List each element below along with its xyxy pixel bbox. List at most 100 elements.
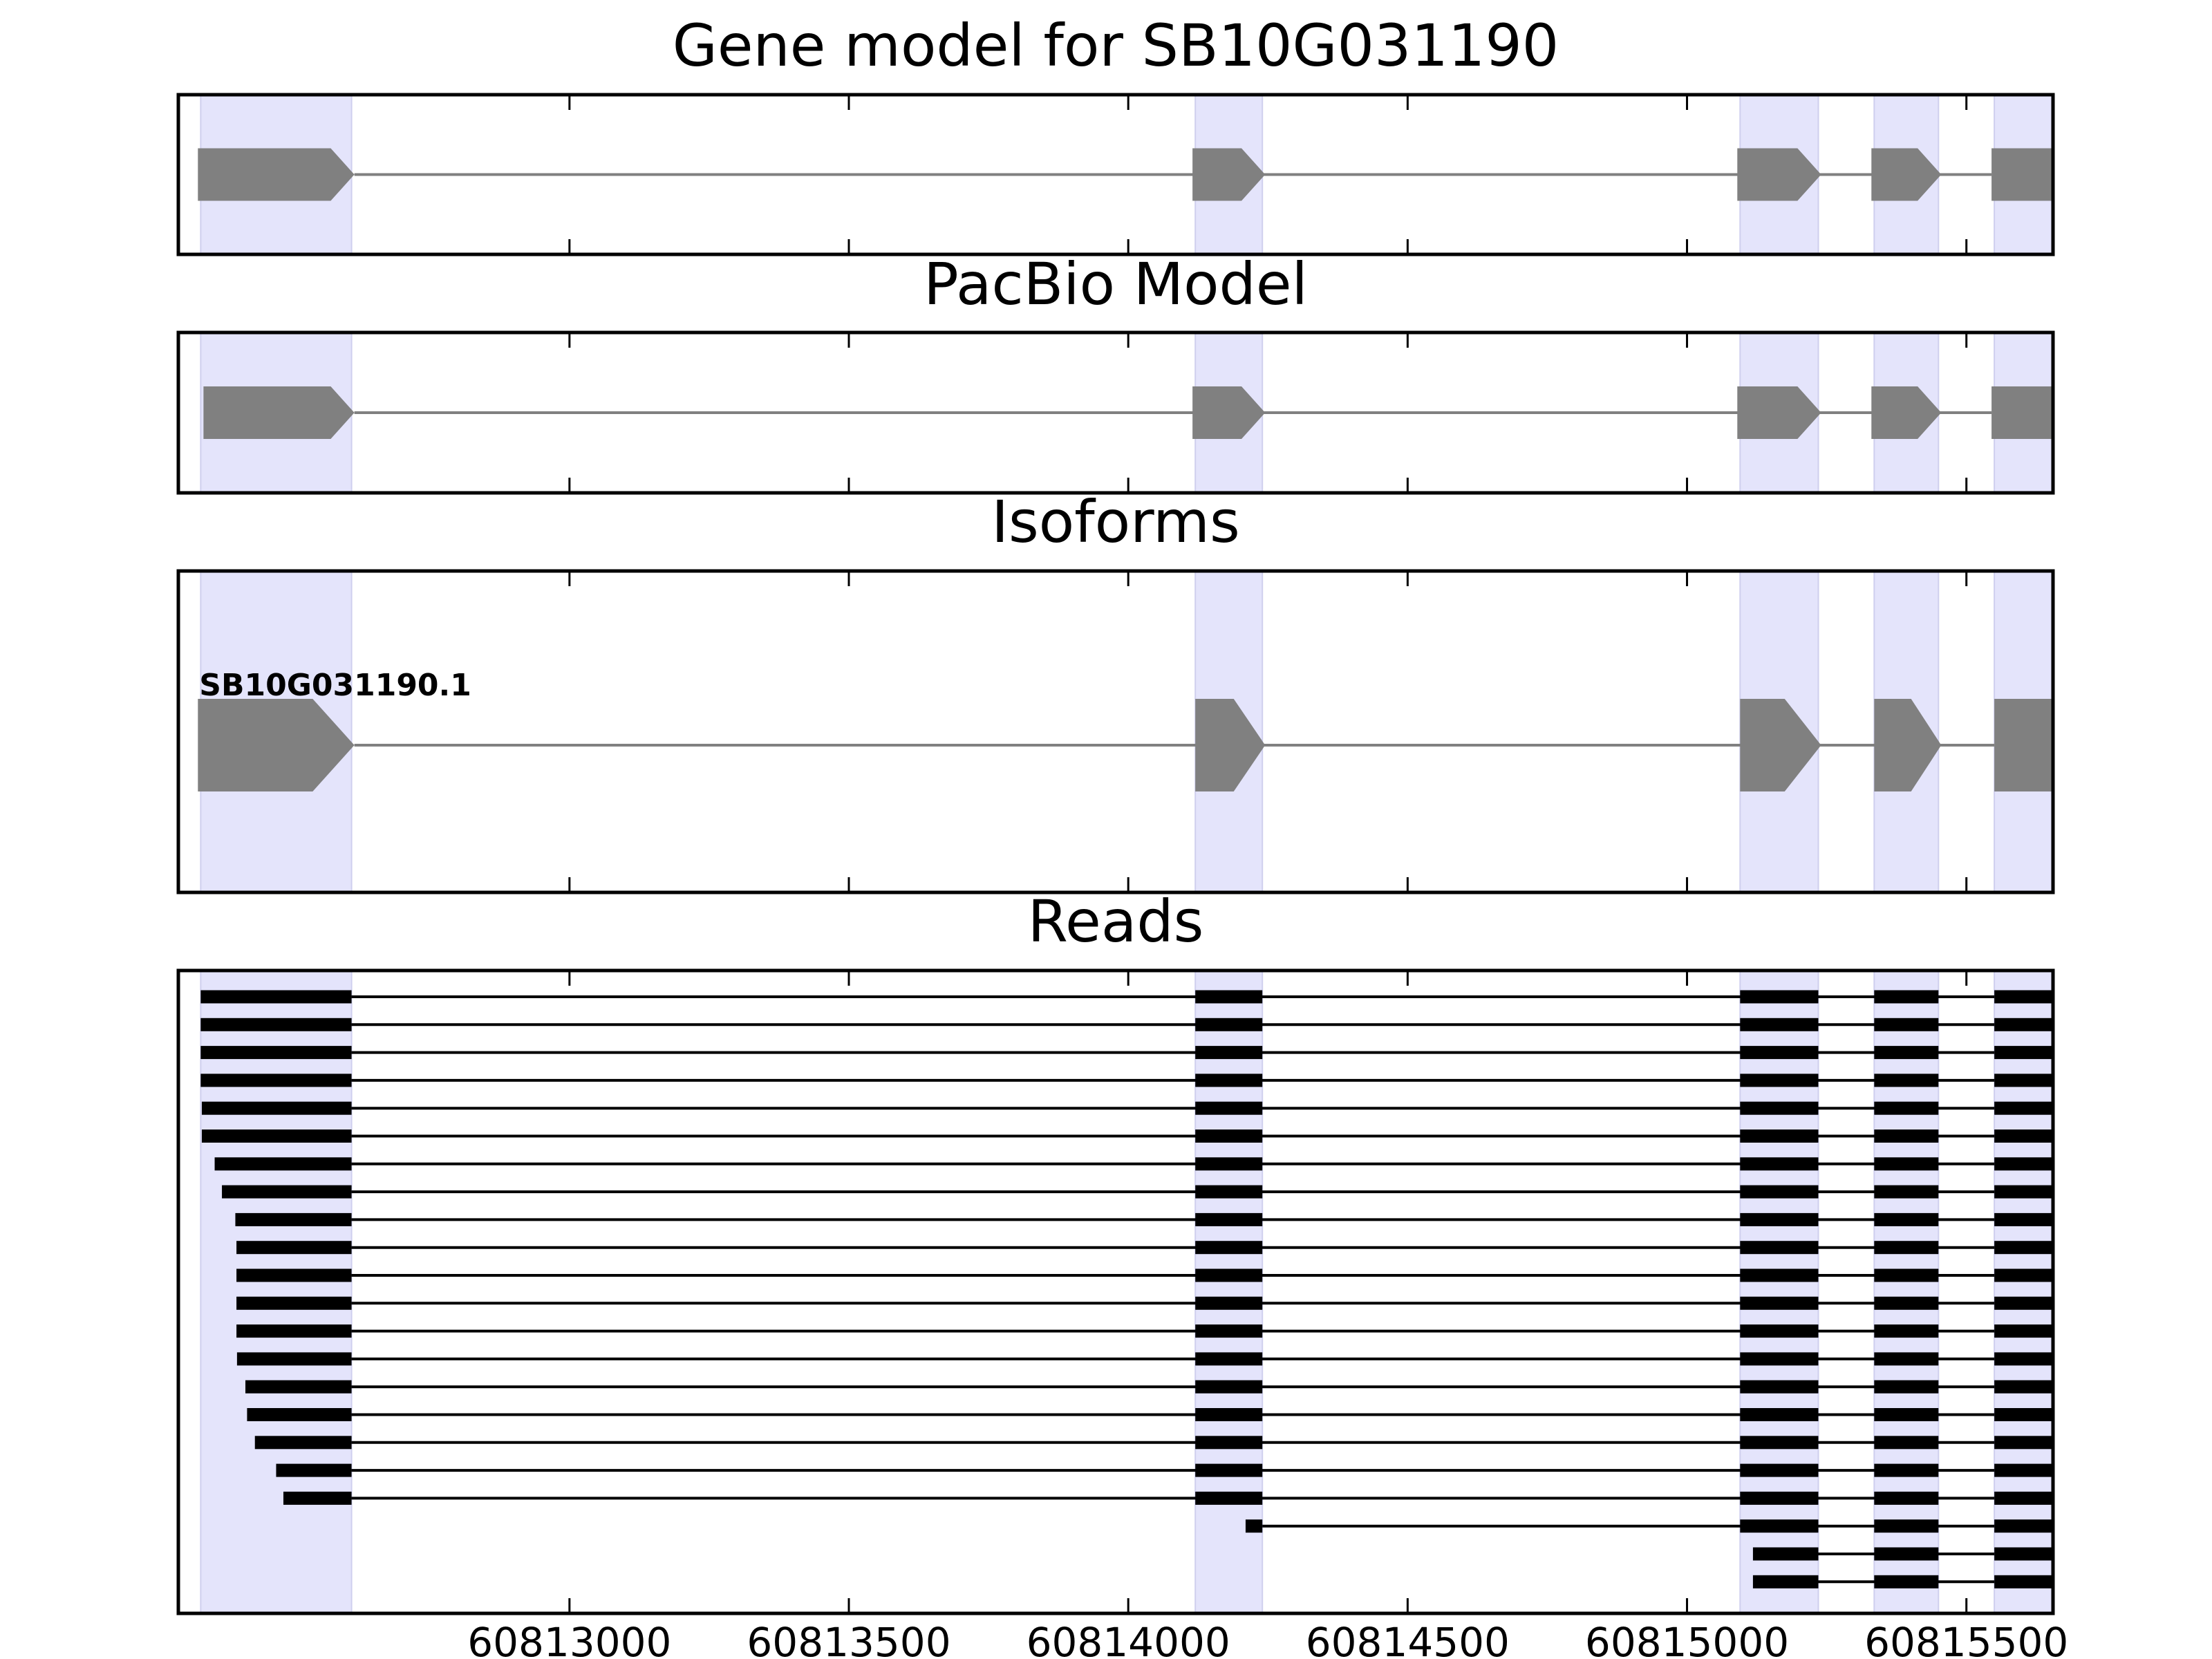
read-block <box>1752 1547 1819 1561</box>
read-block <box>1994 1101 2053 1115</box>
read-block <box>201 1101 352 1115</box>
read-alignment <box>1752 1575 2053 1588</box>
panel-frame <box>176 330 2055 495</box>
read-block <box>1994 1268 2053 1282</box>
read-block <box>1874 1575 1939 1588</box>
read-block <box>1874 1436 1939 1450</box>
read-block <box>1874 990 1939 1004</box>
read-block <box>1994 1324 2053 1338</box>
read-alignment <box>214 1157 2053 1171</box>
read-alignment <box>236 1352 2053 1366</box>
read-block <box>1874 1463 1939 1477</box>
read-block <box>1740 1046 1819 1060</box>
read-block <box>200 990 352 1004</box>
read-block <box>1874 1212 1939 1226</box>
read-alignment <box>276 1463 2053 1477</box>
read-block <box>1740 1296 1819 1310</box>
read-block <box>1195 1212 1263 1226</box>
read-block <box>1740 1157 1819 1171</box>
read-alignment <box>200 1074 2053 1087</box>
read-block <box>1994 1352 2053 1366</box>
read-block <box>1874 1380 1939 1394</box>
read-block <box>1740 1463 1819 1477</box>
read-block <box>1740 1268 1819 1282</box>
read-block <box>1994 1519 2053 1533</box>
panel-title: PacBio Model <box>924 250 1308 318</box>
read-block <box>1740 1130 1819 1143</box>
panel-title: Gene model for SB10G031190 <box>673 12 1559 79</box>
isoforms-panel: SB10G031190.1 Isoforms <box>176 488 2055 894</box>
exon-arrow <box>203 386 355 439</box>
exon-highlight <box>1873 971 1940 1613</box>
exon-arrow <box>1192 386 1266 439</box>
read-block <box>201 1130 352 1143</box>
exon-arrow <box>1994 699 2053 791</box>
read-block <box>1740 1380 1819 1394</box>
exon-highlight <box>1994 971 2053 1613</box>
read-block <box>1994 1241 2053 1255</box>
read-block <box>1994 1046 2053 1060</box>
read-block <box>236 1296 352 1310</box>
read-block <box>236 1324 352 1338</box>
read-block <box>1994 1436 2053 1450</box>
read-block <box>235 1212 352 1226</box>
read-block <box>1994 1185 2053 1199</box>
read-block <box>236 1352 352 1366</box>
read-block <box>1195 1408 1263 1421</box>
read-block <box>1195 1491 1263 1505</box>
x-tick-label: 60815500 <box>1864 1619 2068 1659</box>
read-block <box>1740 1241 1819 1255</box>
read-block <box>245 1380 352 1394</box>
read-block <box>1874 1185 1939 1199</box>
panel-frame <box>176 569 2055 894</box>
read-block <box>1994 990 2053 1004</box>
read-block <box>236 1241 352 1255</box>
read-block <box>1994 1212 2053 1226</box>
read-alignment <box>200 990 2053 1004</box>
read-alignment <box>236 1324 2053 1338</box>
exon-arrow <box>1740 699 1821 791</box>
read-block <box>1195 1157 1263 1171</box>
read-block <box>1740 1436 1819 1450</box>
read-block <box>1740 1018 1819 1031</box>
read-alignment <box>222 1185 2053 1199</box>
read-block <box>1752 1575 1819 1588</box>
read-block <box>1195 990 1263 1004</box>
read-alignment <box>236 1268 2053 1282</box>
read-block <box>1195 1101 1263 1115</box>
exon-arrow <box>1871 386 1942 439</box>
read-alignment <box>245 1380 2053 1394</box>
read-block <box>1195 1324 1263 1338</box>
exon-arrow <box>198 148 355 201</box>
read-block <box>200 1074 352 1087</box>
read-block <box>214 1157 352 1171</box>
read-block <box>1245 1519 1263 1533</box>
read-alignment <box>201 1130 2053 1143</box>
read-block <box>1195 1352 1263 1366</box>
read-block <box>1874 1547 1939 1561</box>
pacbio-model-panel: PacBio Model <box>176 250 2055 495</box>
read-block <box>1740 1519 1819 1533</box>
x-tick-label: 60814500 <box>1306 1619 1510 1659</box>
read-block <box>1994 1575 2053 1588</box>
read-alignment <box>254 1436 2053 1450</box>
read-block <box>1994 1130 2053 1143</box>
x-tick-label: 60815000 <box>1585 1619 1789 1659</box>
read-block <box>1740 1101 1819 1115</box>
read-block <box>200 1046 352 1060</box>
read-block <box>1994 1463 2053 1477</box>
read-block <box>1994 1491 2053 1505</box>
read-block <box>1874 1408 1939 1421</box>
read-block <box>283 1491 352 1505</box>
read-block <box>1740 1324 1819 1338</box>
read-block <box>1874 1101 1939 1115</box>
isoform-label: SB10G031190.1 <box>199 668 471 703</box>
read-block <box>1195 1185 1263 1199</box>
read-block <box>1874 1324 1939 1338</box>
read-block <box>1195 1241 1263 1255</box>
exon-arrow <box>1737 148 1821 201</box>
read-block <box>1195 1018 1263 1031</box>
exon-arrow <box>1195 699 1266 791</box>
read-block <box>1195 1436 1263 1450</box>
